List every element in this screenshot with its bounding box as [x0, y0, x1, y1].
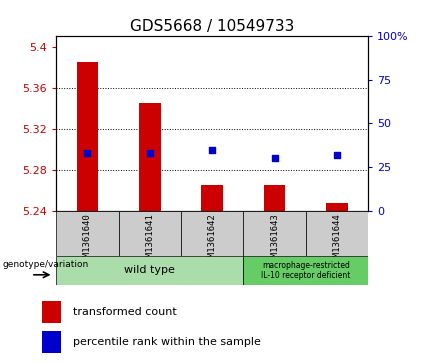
Text: GSM1361642: GSM1361642	[208, 213, 216, 266]
Point	[333, 152, 340, 158]
Text: macrophage-restricted
IL-10 receptor deficient: macrophage-restricted IL-10 receptor def…	[261, 261, 350, 280]
Bar	[42, 301, 61, 323]
Bar	[139, 103, 161, 211]
Bar	[77, 62, 98, 211]
Text: GSM1361640: GSM1361640	[83, 213, 92, 266]
Text: GSM1361643: GSM1361643	[270, 213, 279, 266]
Point	[271, 155, 278, 161]
Text: percentile rank within the sample: percentile rank within the sample	[73, 337, 261, 347]
Bar	[306, 211, 368, 256]
Bar	[201, 185, 223, 211]
Bar	[56, 256, 243, 285]
Bar	[56, 211, 119, 256]
Text: transformed count: transformed count	[73, 307, 177, 317]
Text: wild type: wild type	[124, 265, 175, 276]
Text: GSM1361641: GSM1361641	[145, 213, 154, 266]
Point	[84, 150, 91, 156]
Point	[146, 150, 153, 156]
Bar	[243, 211, 306, 256]
Bar	[119, 211, 181, 256]
Title: GDS5668 / 10549733: GDS5668 / 10549733	[130, 19, 294, 34]
Point	[209, 147, 216, 152]
Bar	[264, 185, 285, 211]
Bar	[42, 331, 61, 353]
Text: GSM1361644: GSM1361644	[333, 213, 341, 266]
Bar	[326, 203, 348, 211]
Text: genotype/variation: genotype/variation	[3, 260, 89, 269]
Bar	[243, 256, 368, 285]
Bar	[181, 211, 243, 256]
